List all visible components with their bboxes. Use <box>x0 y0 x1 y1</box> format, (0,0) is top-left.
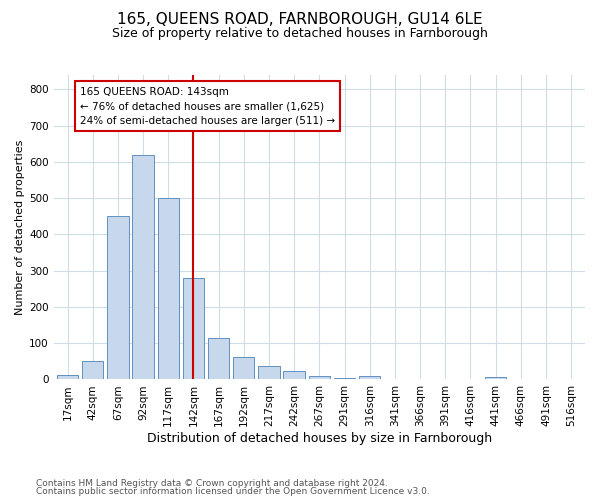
Bar <box>57 375 78 380</box>
Bar <box>359 376 380 380</box>
Bar <box>308 376 330 380</box>
Y-axis label: Number of detached properties: Number of detached properties <box>15 140 25 315</box>
Bar <box>283 372 305 380</box>
Bar <box>208 338 229 380</box>
Bar <box>233 357 254 380</box>
Bar <box>107 216 128 380</box>
Bar <box>82 362 103 380</box>
Bar <box>158 198 179 380</box>
Text: 165 QUEENS ROAD: 143sqm
← 76% of detached houses are smaller (1,625)
24% of semi: 165 QUEENS ROAD: 143sqm ← 76% of detache… <box>80 86 335 126</box>
X-axis label: Distribution of detached houses by size in Farnborough: Distribution of detached houses by size … <box>147 432 492 445</box>
Bar <box>133 154 154 380</box>
Bar <box>258 366 280 380</box>
Bar <box>485 376 506 380</box>
Text: 165, QUEENS ROAD, FARNBOROUGH, GU14 6LE: 165, QUEENS ROAD, FARNBOROUGH, GU14 6LE <box>117 12 483 28</box>
Text: Contains HM Land Registry data © Crown copyright and database right 2024.: Contains HM Land Registry data © Crown c… <box>36 478 388 488</box>
Bar <box>183 278 204 380</box>
Bar <box>334 378 355 380</box>
Text: Contains public sector information licensed under the Open Government Licence v3: Contains public sector information licen… <box>36 487 430 496</box>
Text: Size of property relative to detached houses in Farnborough: Size of property relative to detached ho… <box>112 28 488 40</box>
